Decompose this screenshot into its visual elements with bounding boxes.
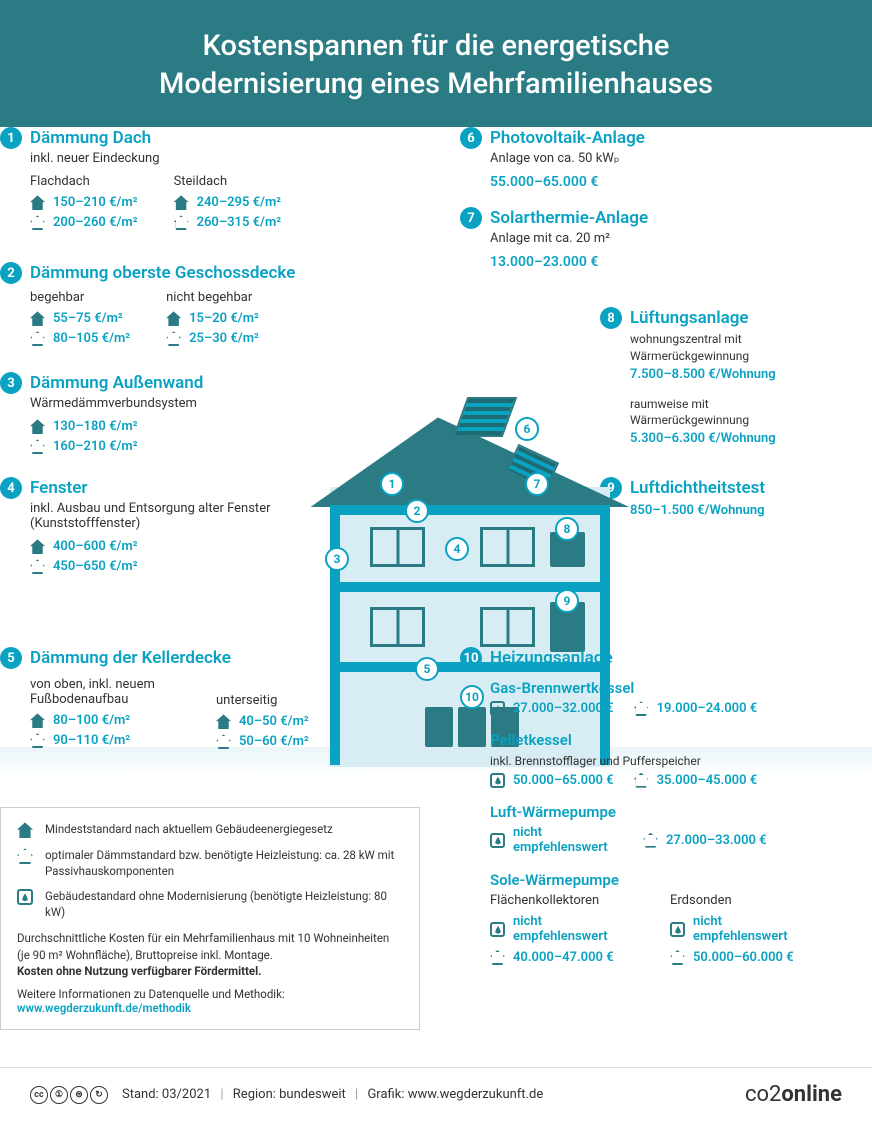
section-8-ventilation: 8Lüftungsanlage wohnungszentral mit Wärm… xyxy=(600,307,820,446)
pv-panel-icon xyxy=(453,397,518,437)
header: Kostenspannen für die energetische Moder… xyxy=(0,0,872,127)
house-outline-icon xyxy=(30,215,45,230)
house-solid-icon xyxy=(216,714,231,729)
flame-icon xyxy=(490,773,505,788)
section-1-roof-insulation: 1Dämmung Dach inkl. neuer Eindeckung Fla… xyxy=(0,127,360,235)
footer: cc ① ⊜ ↻ Stand: 03/2021 | Region: bundes… xyxy=(0,1067,872,1121)
flame-icon xyxy=(490,833,505,848)
section-10-heating: 10Heizungsanlage Gas-Brennwertkessel 27.… xyxy=(460,647,840,970)
house-outline-icon xyxy=(30,559,45,574)
house-outline-icon xyxy=(174,215,189,230)
num-badge: 3 xyxy=(0,372,22,394)
house-outline-icon xyxy=(166,331,181,346)
section-7-solarthermal: 7Solarthermie-Anlage Anlage mit ca. 20 m… xyxy=(460,207,810,270)
flame-icon xyxy=(670,922,685,937)
house-solid-icon xyxy=(30,419,45,434)
num-badge: 8 xyxy=(600,307,622,329)
title-line-2: Modernisierung eines Mehrfamilienhauses xyxy=(159,67,713,101)
house-outline-icon xyxy=(643,833,658,848)
window-icon xyxy=(370,607,425,647)
num-badge: 1 xyxy=(0,127,22,149)
house-outline-icon xyxy=(490,950,505,965)
num-badge: 7 xyxy=(460,207,482,229)
house-solid-icon xyxy=(17,822,33,838)
flame-icon xyxy=(490,701,505,716)
section-3-wall-insulation: 3Dämmung Außenwand Wärmedämmverbundsyste… xyxy=(0,372,300,459)
house-solid-icon xyxy=(174,195,189,210)
window-icon xyxy=(480,527,535,567)
co2online-logo: co2online xyxy=(745,1082,842,1107)
num-badge: 4 xyxy=(0,477,22,499)
house-solid-icon xyxy=(30,311,45,326)
legend-box: Mindeststandard nach aktuellem Gebäudeen… xyxy=(0,807,420,1029)
flame-icon xyxy=(490,922,505,937)
section-4-windows: 4Fenster inkl. Ausbau und Entsorgung alt… xyxy=(0,477,300,579)
house-outline-icon xyxy=(17,848,33,864)
house-outline-icon xyxy=(670,950,685,965)
num-badge: 5 xyxy=(0,647,22,669)
callout-6: 6 xyxy=(515,417,539,441)
flame-icon xyxy=(17,889,33,905)
house-outline-icon xyxy=(30,733,45,748)
house-outline-icon xyxy=(634,701,649,716)
house-outline-icon xyxy=(216,734,231,749)
house-outline-icon xyxy=(30,439,45,454)
cc-nd-icon: ⊜ xyxy=(70,1086,88,1104)
infographic: Kostenspannen für die energetische Moder… xyxy=(0,0,872,1121)
house-solid-icon xyxy=(30,195,45,210)
house-outline-icon xyxy=(634,773,649,788)
section-6-pv: 6Photovoltaik-Anlage Anlage von ca. 50 k… xyxy=(460,127,810,190)
cc-sa-icon: ↻ xyxy=(90,1086,108,1104)
house-solid-icon xyxy=(30,539,45,554)
section-2-ceiling-insulation: 2Dämmung oberste Geschossdecke begehbar … xyxy=(0,262,360,351)
title: Kostenspannen für die energetische Moder… xyxy=(30,28,842,103)
house-solid-icon xyxy=(30,713,45,728)
num-badge: 10 xyxy=(460,647,482,669)
section-9-airtight-test: 9Luftdichtheitstest 850–1.500 €/Wohnung xyxy=(600,477,820,518)
cc-by-icon: ① xyxy=(50,1086,68,1104)
heating-device-icon xyxy=(425,707,453,747)
section-5-basement-ceiling: 5Dämmung der Kellerdecke von oben, inkl.… xyxy=(0,647,400,754)
footer-meta: Stand: 03/2021 | Region: bundesweit | Gr… xyxy=(122,1087,543,1102)
num-badge: 2 xyxy=(0,262,22,284)
window-icon xyxy=(480,607,535,647)
cc-license-icons: cc ① ⊜ ↻ xyxy=(30,1086,108,1104)
content: 1Dämmung Dach inkl. neuer Eindeckung Fla… xyxy=(0,127,872,1067)
house-solid-icon xyxy=(166,311,181,326)
house-outline-icon xyxy=(30,331,45,346)
cc-icon: cc xyxy=(30,1086,48,1104)
methodology-link[interactable]: www.wegderzukunft.de/methodik xyxy=(17,1001,191,1015)
window-icon xyxy=(370,527,425,567)
title-line-1: Kostenspannen für die energetische xyxy=(203,29,670,63)
num-badge: 6 xyxy=(460,127,482,149)
